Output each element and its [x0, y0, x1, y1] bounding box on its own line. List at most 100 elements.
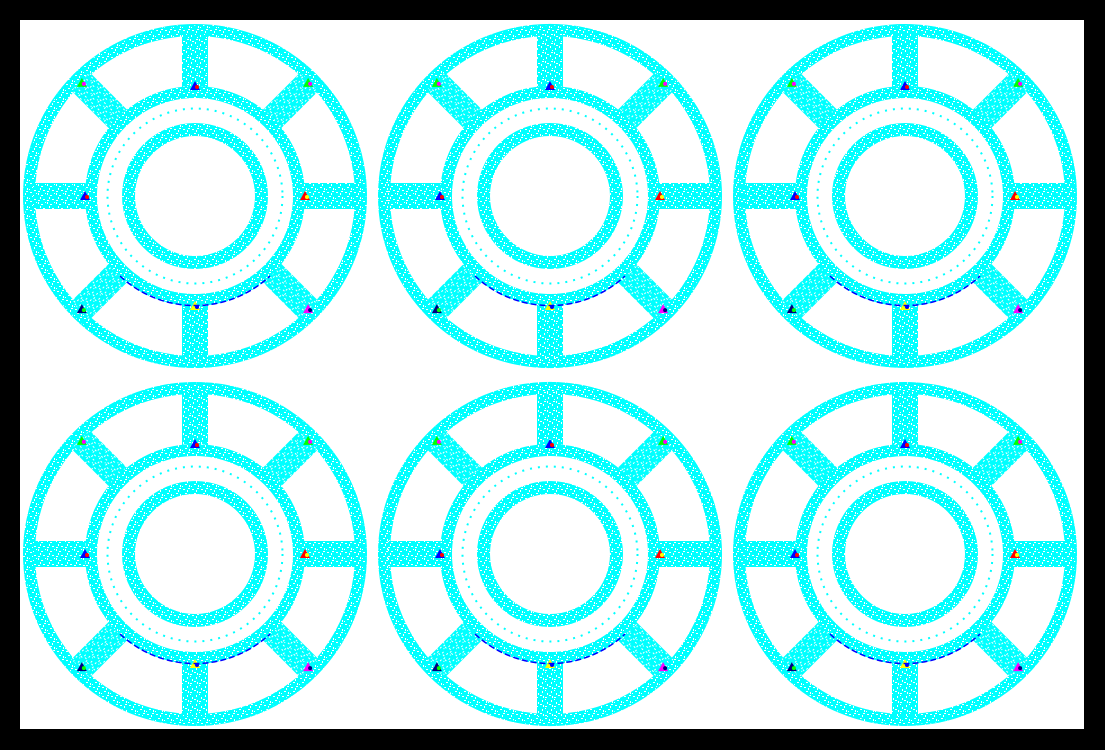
hub-ring — [85, 444, 305, 664]
core-ring — [477, 481, 623, 627]
spoke — [537, 34, 563, 88]
stress-hotspot — [436, 81, 441, 86]
wheel-panel — [733, 24, 1077, 368]
spoke — [71, 621, 128, 678]
spoke — [743, 541, 797, 567]
spoke — [182, 304, 208, 358]
stress-hotspot — [791, 666, 796, 671]
core-ring — [832, 123, 978, 269]
spoke — [1013, 541, 1067, 567]
spoke — [972, 263, 1029, 320]
core-ring — [477, 123, 623, 269]
stress-hotspot — [791, 308, 796, 313]
band-mesh — [461, 465, 639, 643]
band-mesh — [461, 107, 639, 285]
stress-hotspot — [305, 553, 309, 557]
stress-hotspot — [308, 439, 313, 444]
stress-hotspot — [1018, 81, 1023, 86]
rim-edge — [23, 24, 367, 368]
spoke — [892, 392, 918, 446]
stress-hotspot — [550, 85, 554, 89]
stress-arc — [474, 633, 626, 665]
wheel-panel — [377, 381, 723, 727]
stress-hotspot — [81, 666, 86, 671]
spoke — [182, 392, 208, 446]
stress-hotspot — [905, 85, 909, 89]
spoke — [426, 263, 483, 320]
stress-hotspot — [1015, 553, 1019, 557]
stress-hotspot — [663, 308, 668, 313]
stress-hotspot — [795, 195, 799, 199]
spoke — [388, 183, 442, 209]
spoke — [262, 621, 319, 678]
stress-hotspot — [660, 195, 664, 199]
wheel-panel — [22, 381, 368, 727]
hub-ring — [795, 443, 1016, 665]
spoke — [617, 621, 674, 678]
stress-hotspot — [436, 666, 441, 671]
band-mesh — [106, 107, 284, 285]
core-ring — [832, 481, 978, 627]
stress-hotspot — [1018, 666, 1023, 671]
spoke — [658, 541, 712, 567]
stress-hotspot — [85, 553, 89, 557]
spoke — [1013, 183, 1067, 209]
rim-edge — [23, 382, 367, 726]
spoke — [182, 34, 208, 88]
rim-edge — [378, 24, 722, 368]
stress-arc — [474, 275, 626, 307]
spoke — [303, 541, 357, 567]
band-mesh — [816, 107, 994, 285]
stress-hotspot — [195, 443, 199, 447]
stress-hotspot — [308, 666, 313, 671]
core-ring — [121, 480, 268, 628]
stress-hotspot — [663, 666, 668, 671]
stress-hotspot — [85, 195, 89, 199]
stress-hotspot — [81, 81, 86, 86]
wheel-panel — [733, 382, 1077, 726]
spoke — [781, 263, 838, 320]
stress-hotspot — [1018, 439, 1023, 444]
stress-arc — [119, 633, 271, 665]
core-ring — [121, 122, 268, 270]
spoke — [33, 183, 87, 209]
hub-ring — [85, 86, 305, 306]
spoke — [537, 392, 563, 446]
stress-hotspot — [436, 439, 441, 444]
stress-hotspot — [663, 439, 668, 444]
stress-arc — [829, 275, 981, 307]
spoke — [892, 662, 918, 716]
spoke — [617, 263, 674, 320]
stress-hotspot — [663, 81, 668, 86]
stress-hotspot — [440, 195, 444, 199]
stress-hotspot — [791, 439, 796, 444]
spoke — [781, 621, 838, 678]
rim-edge — [733, 24, 1077, 368]
stress-hotspot — [440, 553, 444, 557]
spoke — [892, 304, 918, 358]
spoke — [303, 183, 357, 209]
stress-hotspot — [795, 553, 799, 557]
spoke — [537, 662, 563, 716]
spoke — [892, 34, 918, 88]
stress-arc — [829, 633, 981, 665]
hub-ring — [795, 85, 1016, 307]
spoke — [426, 621, 483, 678]
spoke — [972, 621, 1029, 678]
stress-contour-plots — [22, 23, 1077, 727]
rim-edge — [733, 382, 1077, 726]
spoke — [33, 541, 87, 567]
spoke — [537, 304, 563, 358]
stress-hotspot — [905, 443, 909, 447]
spoke — [71, 263, 128, 320]
stress-hotspot — [791, 81, 796, 86]
hub-ring — [439, 85, 660, 307]
plot-viewport — [20, 20, 1084, 729]
spoke — [743, 183, 797, 209]
rim-edge — [378, 382, 722, 726]
spoke — [388, 541, 442, 567]
spoke — [182, 662, 208, 716]
stress-hotspot — [550, 443, 554, 447]
band-mesh — [816, 465, 994, 643]
spoke — [658, 183, 712, 209]
